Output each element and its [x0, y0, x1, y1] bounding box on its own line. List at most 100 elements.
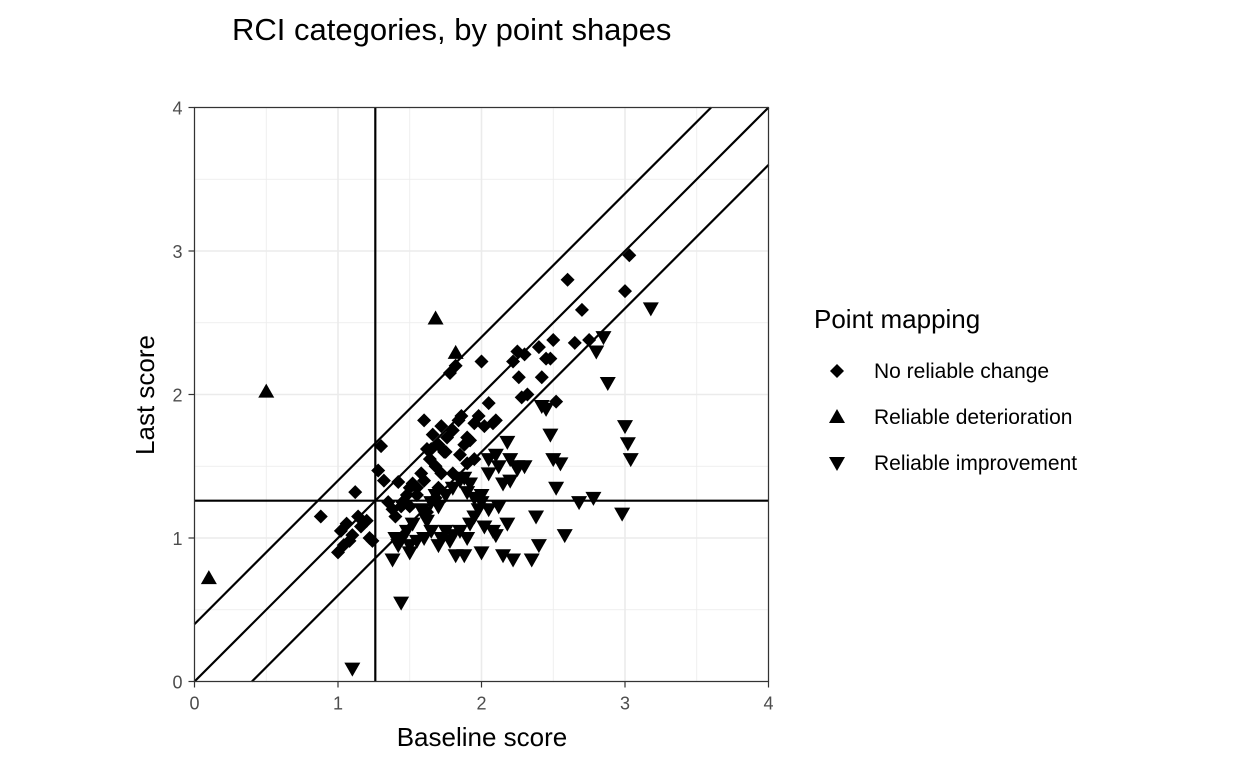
- point-reliable-improvement: [473, 546, 490, 561]
- point-no-reliable-change: [376, 473, 391, 488]
- point-reliable-improvement: [499, 517, 516, 532]
- point-no-reliable-change: [454, 409, 469, 424]
- point-reliable-improvement: [401, 546, 418, 561]
- point-reliable-improvement: [456, 549, 473, 564]
- x-tick-label: 2: [476, 694, 486, 714]
- point-no-reliable-change: [543, 351, 558, 366]
- point-reliable-improvement: [490, 500, 507, 515]
- point-reliable-improvement: [495, 549, 512, 564]
- point-no-reliable-change: [445, 423, 460, 438]
- point-no-reliable-change: [546, 332, 561, 347]
- x-tick-label: 0: [189, 694, 199, 714]
- point-no-reliable-change: [348, 485, 363, 500]
- point-reliable-improvement: [444, 481, 461, 496]
- point-reliable-improvement: [528, 510, 545, 525]
- point-no-reliable-change: [394, 499, 409, 514]
- point-no-reliable-change: [463, 433, 478, 448]
- axis-ticks: 0 1 2 3 4 0 1 2 3 4: [172, 99, 773, 714]
- point-reliable-improvement: [642, 302, 659, 317]
- point-reliable-improvement: [619, 437, 636, 452]
- point-reliable-improvement: [595, 331, 612, 346]
- point-reliable-improvement: [423, 524, 440, 539]
- point-reliable-improvement: [437, 524, 454, 539]
- point-no-reliable-change: [424, 442, 439, 457]
- y-tick-label: 3: [172, 242, 182, 262]
- point-reliable-improvement: [542, 428, 559, 443]
- point-reliable-improvement: [404, 517, 421, 532]
- point-no-reliable-change: [359, 513, 374, 528]
- point-reliable-improvement: [393, 596, 410, 611]
- point-reliable-improvement: [487, 448, 504, 463]
- point-no-reliable-change: [345, 528, 360, 543]
- point-no-reliable-change: [438, 444, 453, 459]
- point-reliable-improvement: [430, 500, 447, 515]
- point-no-reliable-change: [434, 466, 449, 481]
- point-reliable-improvement: [473, 488, 490, 503]
- point-no-reliable-change: [409, 487, 424, 502]
- point-reliable-deterioration: [258, 383, 275, 398]
- x-axis-title: Baseline score: [397, 722, 568, 752]
- point-no-reliable-change: [534, 370, 549, 385]
- point-no-reliable-change: [506, 354, 521, 369]
- point-no-reliable-change: [391, 475, 406, 490]
- point-reliable-improvement: [437, 488, 454, 503]
- point-reliable-improvement: [495, 477, 512, 492]
- point-reliable-deterioration: [447, 344, 464, 359]
- legend-key-diamond: [830, 364, 844, 378]
- legend: Point mapping No reliable change Reliable…: [814, 304, 1077, 475]
- point-no-reliable-change: [531, 340, 546, 355]
- point-reliable-improvement: [617, 420, 633, 435]
- y-tick-label: 1: [172, 529, 182, 549]
- point-no-reliable-change: [402, 499, 417, 514]
- point-reliable-improvement: [344, 662, 361, 677]
- point-reliable-improvement: [416, 506, 433, 521]
- point-reliable-improvement: [480, 503, 497, 518]
- chart-title: RCI categories, by point shapes: [232, 12, 671, 47]
- point-reliable-improvement: [384, 553, 401, 568]
- point-reliable-improvement: [473, 496, 490, 511]
- point-no-reliable-change: [582, 332, 597, 347]
- point-no-reliable-change: [417, 413, 432, 428]
- point-reliable-improvement: [538, 402, 555, 417]
- point-reliable-improvement: [585, 491, 602, 506]
- point-reliable-improvement: [487, 529, 504, 544]
- point-no-reliable-change: [511, 370, 526, 385]
- legend-label: No reliable change: [874, 360, 1049, 383]
- legend-title: Point mapping: [814, 304, 980, 334]
- point-no-reliable-change: [339, 516, 354, 531]
- point-no-reliable-change: [567, 335, 582, 350]
- point-no-reliable-change: [452, 447, 467, 462]
- point-reliable-improvement: [476, 520, 493, 535]
- point-no-reliable-change: [520, 387, 535, 402]
- legend-label: Reliable improvement: [874, 452, 1077, 475]
- point-no-reliable-change: [448, 358, 463, 373]
- data-points: [200, 248, 659, 677]
- point-reliable-improvement: [480, 467, 497, 482]
- point-no-reliable-change: [365, 533, 380, 548]
- point-reliable-deterioration: [427, 310, 444, 325]
- legend-key-triangle-down: [829, 457, 845, 471]
- point-no-reliable-change: [622, 248, 637, 263]
- point-no-reliable-change: [471, 409, 486, 424]
- point-no-reliable-change: [434, 419, 449, 434]
- point-reliable-improvement: [502, 453, 519, 468]
- point-no-reliable-change: [409, 480, 424, 495]
- point-no-reliable-change: [474, 354, 489, 369]
- point-reliable-improvement: [499, 435, 516, 450]
- x-tick-label: 1: [333, 694, 343, 714]
- point-no-reliable-change: [402, 480, 417, 495]
- y-tick-label: 4: [172, 99, 182, 119]
- diagonal-line: [193, 106, 770, 683]
- point-no-reliable-change: [425, 427, 440, 442]
- point-reliable-improvement: [418, 514, 435, 529]
- point-reliable-improvement: [556, 529, 573, 544]
- point-reliable-improvement: [416, 532, 433, 546]
- point-reliable-improvement: [530, 539, 547, 554]
- point-reliable-improvement: [523, 553, 540, 568]
- y-axis-title: Last score: [130, 335, 160, 455]
- point-reliable-improvement: [401, 539, 418, 554]
- point-no-reliable-change: [417, 473, 432, 488]
- point-reliable-improvement: [571, 496, 588, 511]
- point-reliable-improvement: [423, 496, 440, 511]
